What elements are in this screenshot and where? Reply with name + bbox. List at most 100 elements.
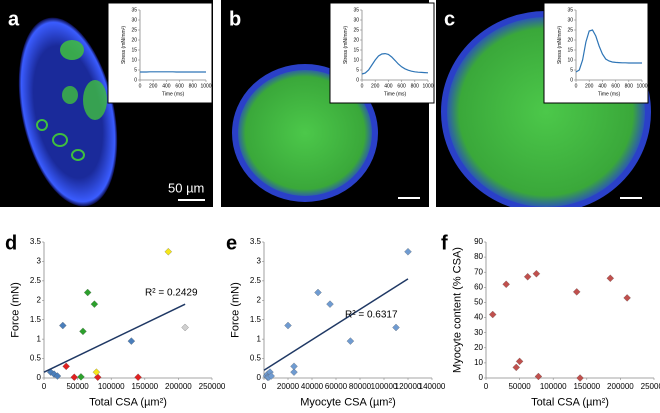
point [62, 362, 70, 371]
x-axis-label: Time (ms) [384, 91, 407, 97]
x-axis-label: Time (ms) [598, 91, 621, 97]
point [164, 248, 173, 256]
y-tick-label: 1 [37, 334, 42, 343]
x-tick-label: 0 [575, 83, 578, 89]
y-tick-label: 40 [474, 313, 483, 322]
y-tick-label: 35 [131, 7, 137, 13]
point [326, 300, 334, 308]
point [512, 363, 520, 372]
point [515, 357, 524, 366]
y-tick-label: 2.5 [250, 276, 262, 285]
point [523, 273, 532, 281]
y-tick-label: 1.5 [30, 315, 42, 324]
point [284, 321, 292, 330]
y-tick-label: 0 [570, 77, 573, 83]
point [532, 270, 541, 278]
y-tick-label: 30 [474, 328, 483, 337]
x-tick-label: 800 [189, 83, 198, 89]
x-tick-label: 250000 [199, 382, 226, 391]
y-tick-label: 90 [474, 237, 483, 246]
point [290, 362, 298, 371]
y-tick-label: 1.5 [250, 315, 262, 324]
x-tick-label: 600 [611, 83, 620, 89]
y-tick-label: 80 [474, 252, 483, 261]
y-tick-label: 15 [353, 47, 359, 53]
y-tick-label: 20 [567, 37, 573, 43]
x-tick-label: 400 [162, 83, 171, 89]
point [90, 300, 99, 308]
point [134, 373, 142, 381]
point [606, 274, 615, 282]
y-tick-label: 35 [353, 7, 359, 13]
y-tick-label: 0.5 [30, 354, 42, 363]
y-tick-label: 50 [474, 298, 483, 307]
x-axis-label: Total CSA (µm²) [531, 397, 609, 409]
y-tick-label: 20 [474, 343, 483, 352]
y-tick-label: 20 [353, 37, 359, 43]
x-tick-label: 200 [149, 83, 158, 89]
y-tick-label: 3 [257, 257, 262, 266]
point [489, 310, 497, 319]
point [79, 327, 87, 336]
y-axis-label: Stress (mN/mm²) [557, 26, 563, 64]
point [573, 288, 581, 296]
point [404, 248, 412, 256]
y-tick-label: 10 [353, 57, 359, 63]
trendline [43, 303, 186, 373]
y-tick-label: 25 [353, 27, 359, 33]
y-tick-label: 15 [131, 47, 137, 53]
x-tick-label: 140000 [419, 382, 446, 391]
panel-label: e [226, 232, 237, 254]
y-tick-label: 25 [131, 27, 137, 33]
point [181, 323, 189, 332]
scale-bar-label: 50 µm [168, 180, 204, 195]
y-tick-label: 1 [257, 334, 262, 343]
y-tick-label: 10 [131, 57, 137, 63]
y-tick-label: 3 [37, 257, 42, 266]
x-tick-label: 40000 [301, 382, 324, 391]
point [127, 337, 136, 345]
y-tick-label: 5 [570, 67, 573, 73]
point [59, 321, 67, 330]
trendline [263, 278, 409, 371]
y-tick-label: 0 [37, 373, 42, 382]
x-tick-label: 1000 [200, 83, 211, 89]
x-tick-label: 100000 [371, 382, 398, 391]
x-tick-label: 0 [42, 382, 47, 391]
x-tick-label: 400 [384, 83, 393, 89]
y-tick-label: 2 [37, 295, 42, 304]
panel-label: b [229, 8, 241, 30]
y-tick-label: 15 [567, 47, 573, 53]
x-tick-label: 200 [585, 83, 594, 89]
x-tick-label: 600 [175, 83, 184, 89]
y-tick-label: 2.5 [30, 276, 42, 285]
x-tick-label: 600 [397, 83, 406, 89]
annotation: R² = 0.2429 [145, 288, 198, 299]
x-tick-label: 200000 [165, 382, 192, 391]
point [346, 337, 355, 345]
point [623, 294, 631, 302]
x-axis-label: Time (ms) [162, 91, 185, 97]
panel-label: f [441, 232, 448, 254]
y-tick-label: 30 [131, 17, 137, 23]
x-tick-label: 60000 [325, 382, 348, 391]
x-tick-label: 80000 [349, 382, 372, 391]
x-tick-label: 400 [598, 83, 607, 89]
annotation: R² = 0.6317 [345, 310, 398, 321]
y-tick-label: 30 [567, 17, 573, 23]
y-tick-label: 70 [474, 267, 483, 276]
y-tick-label: 60 [474, 282, 483, 291]
inset-frame [107, 2, 213, 104]
point [576, 374, 584, 382]
y-tick-label: 5 [134, 67, 137, 73]
y-tick-label: 20 [131, 37, 137, 43]
x-axis-label: Total CSA (µm²) [89, 397, 167, 409]
inset-frame [543, 2, 649, 104]
y-tick-label: 0 [257, 373, 262, 382]
x-tick-label: 50000 [508, 382, 531, 391]
x-tick-label: 0 [139, 83, 142, 89]
point [314, 288, 322, 297]
y-tick-label: 10 [474, 358, 483, 367]
x-tick-label: 200000 [607, 382, 634, 391]
